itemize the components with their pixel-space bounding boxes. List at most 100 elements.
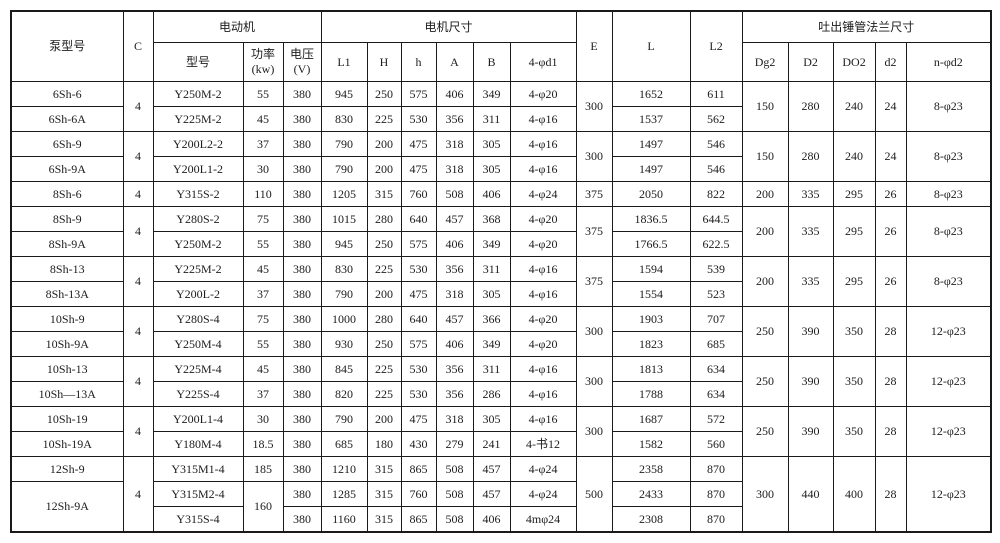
table-cell: 539 (689, 256, 743, 282)
table-cell: 349 (472, 231, 511, 257)
table-cell: 318 (435, 406, 474, 432)
table-cell: 375 (575, 256, 613, 307)
table-cell: 375 (575, 181, 613, 207)
table-cell: 45 (242, 256, 284, 282)
table-cell: 295 (832, 206, 876, 257)
table-cell: 6Sh-9 (10, 131, 124, 157)
table-cell: Y315S-4 (152, 506, 244, 533)
table-cell: 390 (787, 306, 834, 357)
table-cell: 200 (741, 256, 789, 307)
table-cell: 200 (741, 206, 789, 257)
table-cell: 2308 (611, 506, 691, 533)
table-cell: 349 (472, 331, 511, 357)
table-cell: 8Sh-13A (10, 281, 124, 307)
table-cell: 380 (282, 81, 322, 107)
table-cell: 300 (575, 306, 613, 357)
table-cell: 28 (874, 306, 907, 357)
table-cell: 286 (472, 381, 511, 407)
table-cell: 12-φ23 (905, 406, 992, 457)
table-cell: Y315M1-4 (152, 456, 244, 482)
header-voltage: 电压 (V) (282, 42, 322, 82)
table-cell: 335 (787, 181, 834, 207)
header-pump-model: 泵型号 (10, 10, 124, 82)
table-cell: 572 (689, 406, 743, 432)
table-cell: 380 (282, 256, 322, 282)
header-bolt2: n-φd2 (905, 42, 992, 82)
table-cell: 440 (787, 456, 834, 533)
table-cell: 457 (472, 456, 511, 482)
table-cell: 707 (689, 306, 743, 332)
table-cell: 4-φ16 (509, 381, 577, 407)
table-cell: 350 (832, 356, 876, 407)
table-cell: 311 (472, 106, 511, 132)
table-cell: 295 (832, 181, 876, 207)
table-cell: 356 (435, 106, 474, 132)
table-cell: 8Sh-9A (10, 231, 124, 257)
table-cell: 530 (400, 381, 437, 407)
table-cell: 930 (320, 331, 368, 357)
table-cell: 318 (435, 156, 474, 182)
table-cell: 790 (320, 156, 368, 182)
table-cell: 335 (787, 206, 834, 257)
table-cell: 500 (575, 456, 613, 533)
table-cell: 380 (282, 506, 322, 533)
table-cell: 280 (787, 131, 834, 182)
table-row: 10Sh-19 4 Y200L1-4 30 380 790 200 475 318 305 4-φ1… (10, 406, 992, 457)
table-cell: 1497 (611, 131, 691, 157)
table-cell: 546 (689, 156, 743, 182)
table-cell: 305 (472, 156, 511, 182)
table-cell: 240 (832, 81, 876, 132)
table-cell: 530 (400, 256, 437, 282)
table-cell: 2358 (611, 456, 691, 482)
table-cell: 1285 (320, 481, 368, 507)
table-cell: 380 (282, 456, 322, 482)
table-cell: 8-φ23 (905, 256, 992, 307)
table-cell: 75 (242, 206, 284, 232)
header-d2-low: d2 (874, 42, 907, 82)
table-cell: 311 (472, 256, 511, 282)
table-cell: 640 (400, 306, 437, 332)
table-cell: 830 (320, 256, 368, 282)
table-cell: Y280S-4 (152, 306, 244, 332)
table-cell: 4-φ24 (509, 481, 577, 507)
table-cell: 380 (282, 106, 322, 132)
table-cell: 560 (689, 431, 743, 457)
table-cell: 4-φ20 (509, 81, 577, 107)
table-cell: 4-φ20 (509, 231, 577, 257)
table-cell: 318 (435, 281, 474, 307)
table-cell: 4-φ20 (509, 206, 577, 232)
table-cell: 380 (282, 231, 322, 257)
table-cell: 315 (366, 456, 402, 482)
table-cell: 37 (242, 381, 284, 407)
table-row: 12Sh-9 4 Y315M1-4 185 380 1210 315 865 508 457 4-φ… (10, 456, 992, 533)
table-cell: 640 (400, 206, 437, 232)
table-cell: Y250M-2 (152, 81, 244, 107)
table-cell: 24 (874, 131, 907, 182)
header-power: 功率 (kw) (242, 42, 284, 82)
table-header: 泵型号 C 电动机 电机尺寸 E L L2 吐出锤管法兰尺寸 型号 功率 (kw… (10, 10, 992, 82)
table-cell: 185 (242, 456, 284, 482)
table-cell: 10Sh-19 (10, 406, 124, 432)
table-cell: 315 (366, 481, 402, 507)
table-cell: 375 (575, 206, 613, 257)
table-cell: 1903 (611, 306, 691, 332)
header-dg2: Dg2 (741, 42, 789, 82)
table-cell: 508 (435, 181, 474, 207)
table-cell: 390 (787, 356, 834, 407)
table-cell: 300 (575, 131, 613, 182)
table-cell: 10Sh-9A (10, 331, 124, 357)
table-cell: 865 (400, 456, 437, 482)
table-cell: 4-φ16 (509, 131, 577, 157)
table-cell: 200 (366, 156, 402, 182)
header-a: A (435, 42, 474, 82)
table-cell: 634 (689, 356, 743, 382)
table-cell: 10Sh—13A (10, 381, 124, 407)
table-cell: 55 (242, 331, 284, 357)
header-l1: L1 (320, 42, 368, 82)
table-cell: 634 (689, 381, 743, 407)
table-cell: 380 (282, 131, 322, 157)
table-cell: 305 (472, 131, 511, 157)
table-row: 6Sh-9 4 Y200L2-2 37 380 790 200 475 318 305 4-φ16 3… (10, 131, 992, 182)
table-cell: 200 (366, 281, 402, 307)
